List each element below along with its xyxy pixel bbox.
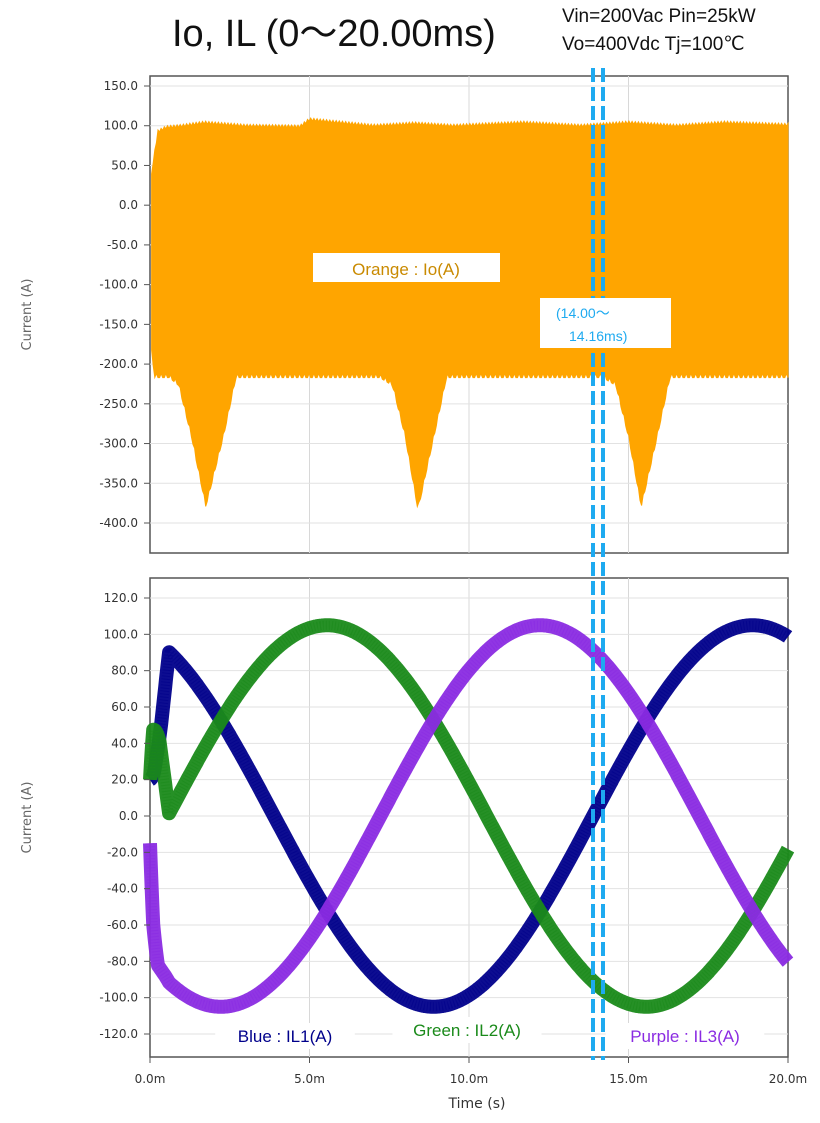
il-y-tick-label: -40.0	[107, 882, 138, 896]
il-y-tick-label: 100.0	[104, 627, 138, 641]
io-waveform	[151, 117, 789, 509]
cursor-label: (14.00～ 14.16ms)	[540, 298, 671, 348]
io-y-tick-label: -200.0	[99, 357, 138, 371]
il-legend-box	[215, 1023, 355, 1049]
il-legend-label-1: Blue : IL1(A)	[238, 1027, 333, 1046]
il-y-tick-label: 40.0	[111, 736, 138, 750]
conditions-line-1: Vin=200Vac Pin=25kW	[562, 6, 756, 27]
io-y-ticks: 150.0 100.0 50.0 0.0 -50.0 -100.0 -150.0 -200.0…	[99, 79, 150, 530]
il-y-tick-label: 60.0	[111, 700, 138, 714]
il-series	[143, 618, 795, 1014]
il-y-tick-label: 120.0	[104, 591, 138, 605]
io-y-tick-label: -50.0	[107, 238, 138, 252]
il-y-tick-label: 0.0	[119, 809, 138, 823]
il-legend-label-3: Purple : IL3(A)	[630, 1027, 740, 1046]
cursor-label-box	[540, 298, 671, 348]
chart-title: Io, IL (0～20.00ms)	[172, 13, 496, 55]
io-chart: 150.0 100.0 50.0 0.0 -50.0 -100.0 -150.0 -200.0…	[20, 75, 789, 554]
conditions-line-2: Vo=400Vdc Tj=100℃	[562, 34, 745, 55]
io-y-tick-label: 100.0	[104, 119, 138, 133]
il-y-tick-label: -80.0	[107, 954, 138, 968]
il-chart: 120.0 100.0 80.0 60.0 40.0 20.0 0.0 -20.0 -40.0 -…	[20, 577, 807, 1112]
io-y-tick-label: -400.0	[99, 516, 138, 530]
il-y-tick-label: -100.0	[99, 991, 138, 1005]
io-y-tick-label: -300.0	[99, 437, 138, 451]
x-tick-label: 15.0m	[609, 1072, 647, 1086]
cursor-label-line-1: (14.00～	[556, 305, 610, 321]
io-y-axis-label: Current (A)	[20, 279, 35, 351]
il-y-tick-label: 80.0	[111, 664, 138, 678]
io-y-tick-label: -150.0	[99, 317, 138, 331]
il-series-ripple-3	[145, 620, 792, 1012]
io-legend-label: Orange : Io(A)	[352, 260, 460, 279]
io-y-tick-label: -250.0	[99, 397, 138, 411]
io-y-tick-label: -100.0	[99, 278, 138, 292]
io-y-tick-label: 50.0	[111, 158, 138, 172]
il-y-ticks: 120.0 100.0 80.0 60.0 40.0 20.0 0.0 -20.0 -40.0 -…	[99, 591, 150, 1041]
io-y-tick-label: 150.0	[104, 79, 138, 93]
il-legend-box	[605, 1023, 765, 1049]
cursor-label-line-2: 14.16ms)	[569, 328, 627, 344]
x-tick-label: 20.0m	[769, 1072, 807, 1086]
cursor-lines	[591, 68, 605, 1060]
x-tick-label: 0.0m	[135, 1072, 166, 1086]
x-tick-label: 5.0m	[294, 1072, 325, 1086]
io-y-tick-label: -350.0	[99, 476, 138, 490]
il-y-axis-label: Current (A)	[20, 782, 35, 854]
x-tick-label: 10.0m	[450, 1072, 488, 1086]
il-series-ripple-1	[146, 620, 792, 1012]
il-y-tick-label: -60.0	[107, 918, 138, 932]
il-y-tick-label: 20.0	[111, 773, 138, 787]
il-x-ticks: 0.0m 5.0m 10.0m 15.0m 20.0m	[135, 1057, 807, 1086]
il-series-line-2	[143, 618, 795, 1014]
il-y-tick-label: -120.0	[99, 1027, 138, 1041]
il-y-tick-label: -20.0	[107, 845, 138, 859]
il-legend-label-2: Green : IL2(A)	[413, 1021, 521, 1040]
x-axis-label: Time (s)	[448, 1096, 506, 1112]
il-legend-box	[392, 1017, 542, 1043]
io-y-tick-label: 0.0	[119, 198, 138, 212]
io-series	[151, 117, 789, 509]
io-legend-box	[313, 253, 500, 282]
legends: Orange : Io(A) Blue : IL1(A) Green : IL2(A…	[215, 253, 765, 1049]
